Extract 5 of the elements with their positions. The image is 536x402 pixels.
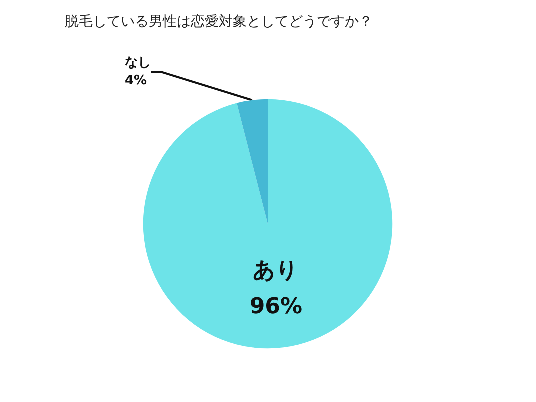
chart-title: 脱毛している男性は恋愛対象としてどうですか？ [65,14,373,30]
data-label: 96% [250,294,303,320]
data-label: 4% [125,74,148,88]
slice-label: あり [253,258,300,284]
slice-label: なし [125,56,151,70]
